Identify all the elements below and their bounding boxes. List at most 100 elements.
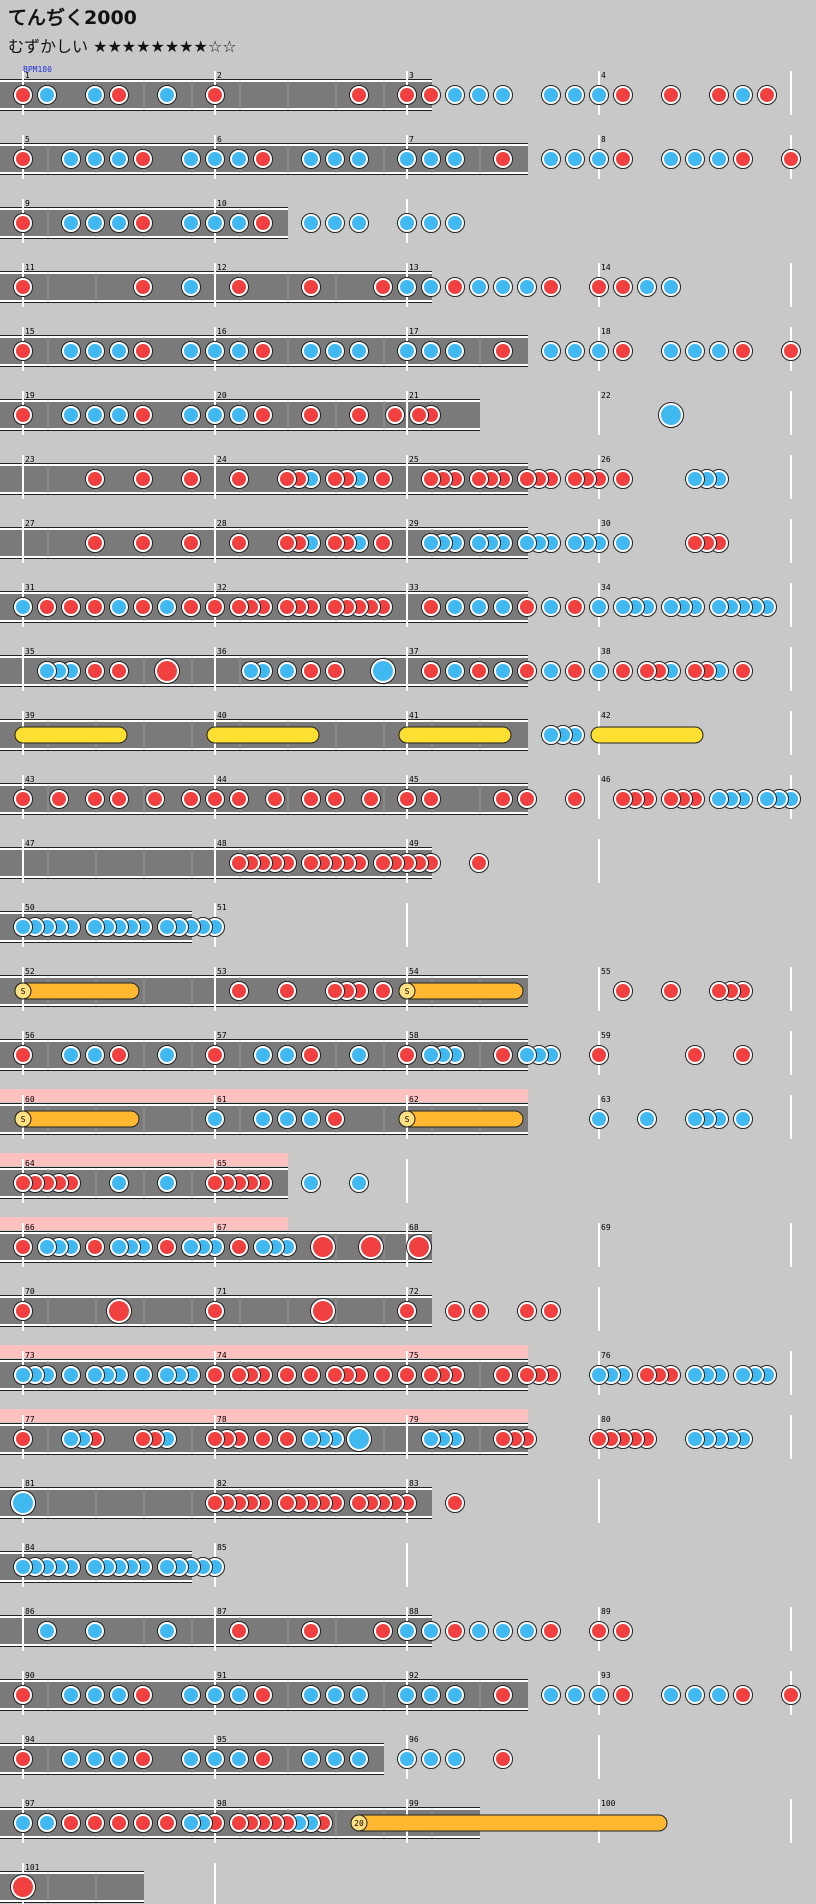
bar-number: 29 bbox=[409, 519, 419, 528]
bar-number: 65 bbox=[217, 1159, 227, 1168]
note-face bbox=[136, 152, 150, 166]
note-face bbox=[136, 280, 150, 294]
note-face bbox=[232, 408, 246, 422]
note-face bbox=[88, 1048, 102, 1062]
bar-number: 51 bbox=[217, 903, 227, 912]
note-face bbox=[688, 1432, 702, 1446]
bar-number: 16 bbox=[217, 327, 227, 336]
note-face bbox=[664, 88, 678, 102]
note-face bbox=[376, 856, 390, 870]
note-face bbox=[184, 280, 198, 294]
note-face bbox=[496, 280, 510, 294]
note-face bbox=[184, 536, 198, 550]
bar-number: 30 bbox=[601, 519, 611, 528]
note-face bbox=[88, 1688, 102, 1702]
note-face bbox=[328, 984, 342, 998]
note-face bbox=[256, 1240, 270, 1254]
note-face bbox=[160, 88, 174, 102]
bar-number: 4 bbox=[601, 71, 606, 80]
note-face bbox=[424, 152, 438, 166]
note-face bbox=[544, 600, 558, 614]
note-face bbox=[256, 152, 270, 166]
balloon-label: S bbox=[21, 987, 26, 996]
drumroll bbox=[590, 726, 704, 744]
score-row: 73 74 75 76 bbox=[0, 1345, 792, 1395]
bar-number: 86 bbox=[25, 1607, 35, 1616]
bar-number: 77 bbox=[25, 1415, 35, 1424]
note-face bbox=[280, 984, 294, 998]
note-face bbox=[400, 1048, 414, 1062]
note-face bbox=[712, 792, 726, 806]
gogo-band bbox=[0, 1345, 528, 1358]
note-face bbox=[424, 664, 438, 678]
note-face bbox=[376, 472, 390, 486]
note-face bbox=[616, 536, 630, 550]
note-face bbox=[400, 1304, 414, 1318]
note-face bbox=[304, 1368, 318, 1382]
note-face bbox=[304, 1048, 318, 1062]
note-face bbox=[688, 1112, 702, 1126]
note-face bbox=[112, 1048, 126, 1062]
bar-number: 38 bbox=[601, 647, 611, 656]
note-face bbox=[16, 1240, 30, 1254]
note-face bbox=[640, 664, 654, 678]
note-face bbox=[112, 1240, 126, 1254]
bar-number: 99 bbox=[409, 1799, 419, 1808]
note-face bbox=[88, 88, 102, 102]
note-face bbox=[208, 792, 222, 806]
gogo-band bbox=[0, 1217, 288, 1230]
bar-number: 61 bbox=[217, 1095, 227, 1104]
note-face bbox=[64, 216, 78, 230]
note-face bbox=[157, 661, 177, 681]
bar-number: 57 bbox=[217, 1031, 227, 1040]
note-face bbox=[640, 1368, 654, 1382]
note-face bbox=[64, 152, 78, 166]
note-face bbox=[208, 1048, 222, 1062]
note-face bbox=[352, 1176, 366, 1190]
note-face bbox=[784, 152, 798, 166]
note-face bbox=[88, 472, 102, 486]
note-face bbox=[328, 1688, 342, 1702]
note-face bbox=[328, 600, 342, 614]
note-face bbox=[160, 1240, 174, 1254]
note-face bbox=[40, 88, 54, 102]
note-face bbox=[328, 1112, 342, 1126]
note-face bbox=[184, 1688, 198, 1702]
note-face bbox=[544, 152, 558, 166]
note-face bbox=[136, 600, 150, 614]
note-face bbox=[376, 280, 390, 294]
note-face bbox=[313, 1301, 333, 1321]
note-face bbox=[328, 344, 342, 358]
note-face bbox=[448, 1752, 462, 1766]
note-face bbox=[136, 1752, 150, 1766]
note-face bbox=[568, 600, 582, 614]
note-face bbox=[304, 1752, 318, 1766]
note-face bbox=[136, 536, 150, 550]
bar-number: 58 bbox=[409, 1031, 419, 1040]
note-face bbox=[616, 1624, 630, 1638]
note-face bbox=[280, 1432, 294, 1446]
bar-number: 55 bbox=[601, 967, 611, 976]
note-face bbox=[544, 664, 558, 678]
note-face bbox=[280, 536, 294, 550]
note-face bbox=[112, 216, 126, 230]
note-face bbox=[472, 472, 486, 486]
note-face bbox=[784, 344, 798, 358]
note-face bbox=[688, 152, 702, 166]
note-face bbox=[424, 216, 438, 230]
balloon bbox=[14, 1110, 140, 1128]
note-face bbox=[232, 1624, 246, 1638]
note-face bbox=[688, 1368, 702, 1382]
bar-number: 93 bbox=[601, 1671, 611, 1680]
note-face bbox=[64, 344, 78, 358]
note-face bbox=[160, 1624, 174, 1638]
bar-number: 90 bbox=[25, 1671, 35, 1680]
note-face bbox=[304, 1176, 318, 1190]
note-face bbox=[184, 408, 198, 422]
drumroll bbox=[206, 726, 320, 744]
bar-number: 97 bbox=[25, 1799, 35, 1808]
balloon bbox=[398, 1110, 524, 1128]
note-face bbox=[364, 792, 378, 806]
note-face bbox=[616, 600, 630, 614]
note-face bbox=[400, 88, 414, 102]
